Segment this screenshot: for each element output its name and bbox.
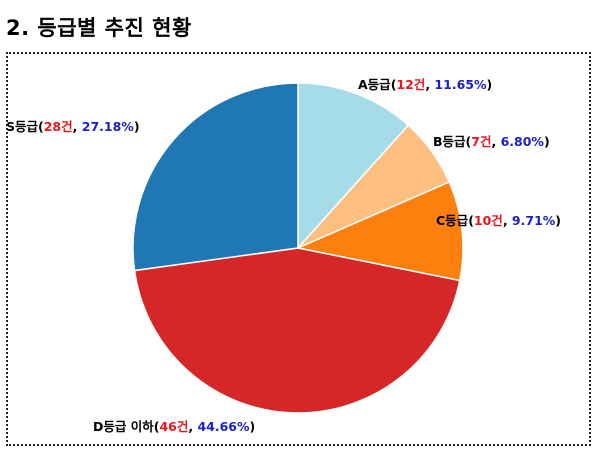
slice-percent: 11.65% [434, 77, 487, 92]
slice-count: 12건 [396, 77, 425, 92]
slice-paren-open: ( [38, 119, 44, 134]
slice-label-5: S등급(28건, 27.18%) [6, 119, 140, 134]
slice-paren-open: ( [466, 134, 472, 149]
slice-name: S등급 [6, 119, 39, 134]
slice-separator: , [73, 119, 82, 134]
slice-percent: 6.80% [501, 134, 545, 149]
slice-separator: , [425, 77, 434, 92]
slice-separator: , [491, 134, 500, 149]
slice-paren-open: ( [391, 77, 397, 92]
slice-separator: , [503, 213, 512, 228]
slice-separator: , [188, 419, 197, 434]
slice-label-2: B등급(7건, 6.80%) [433, 134, 550, 149]
slice-count: 7건 [471, 134, 491, 149]
slice-label-1: A등급(12건, 11.65%) [358, 77, 492, 92]
pie-slice-1 [297, 82, 410, 250]
slice-paren-close: ) [134, 119, 140, 134]
slice-paren-open: ( [468, 213, 474, 228]
slice-paren-close: ) [555, 213, 561, 228]
chart-frame [6, 52, 591, 446]
slice-count: 28건 [44, 119, 73, 134]
pie-labels: A등급(12건, 11.65%)B등급(7건, 6.80%)C등급(10건, 9… [6, 77, 561, 434]
slice-paren-close: ) [250, 419, 256, 434]
slice-paren-open: ( [154, 419, 160, 434]
slice-label-3: C등급(10건, 9.71%) [436, 213, 561, 228]
slice-percent: 9.71% [512, 213, 556, 228]
slice-percent: 44.66% [197, 419, 250, 434]
pie-slice-5 [132, 82, 299, 272]
slice-percent: 27.18% [82, 119, 135, 134]
slice-name: D등급 이하 [93, 419, 154, 434]
pie-slices [132, 82, 464, 414]
slice-name: C등급 [436, 213, 469, 228]
slice-count: 10건 [474, 213, 503, 228]
slice-paren-close: ) [544, 134, 550, 149]
page-title: 2. 등급별 추진 현황 [6, 16, 192, 40]
pie-slice-4 [133, 247, 461, 414]
slice-paren-close: ) [487, 77, 493, 92]
slice-count: 46건 [159, 419, 188, 434]
slice-name: A등급 [358, 77, 391, 92]
slice-name: B등급 [433, 134, 466, 149]
slice-label-4: D등급 이하(46건, 44.66%) [93, 419, 255, 434]
